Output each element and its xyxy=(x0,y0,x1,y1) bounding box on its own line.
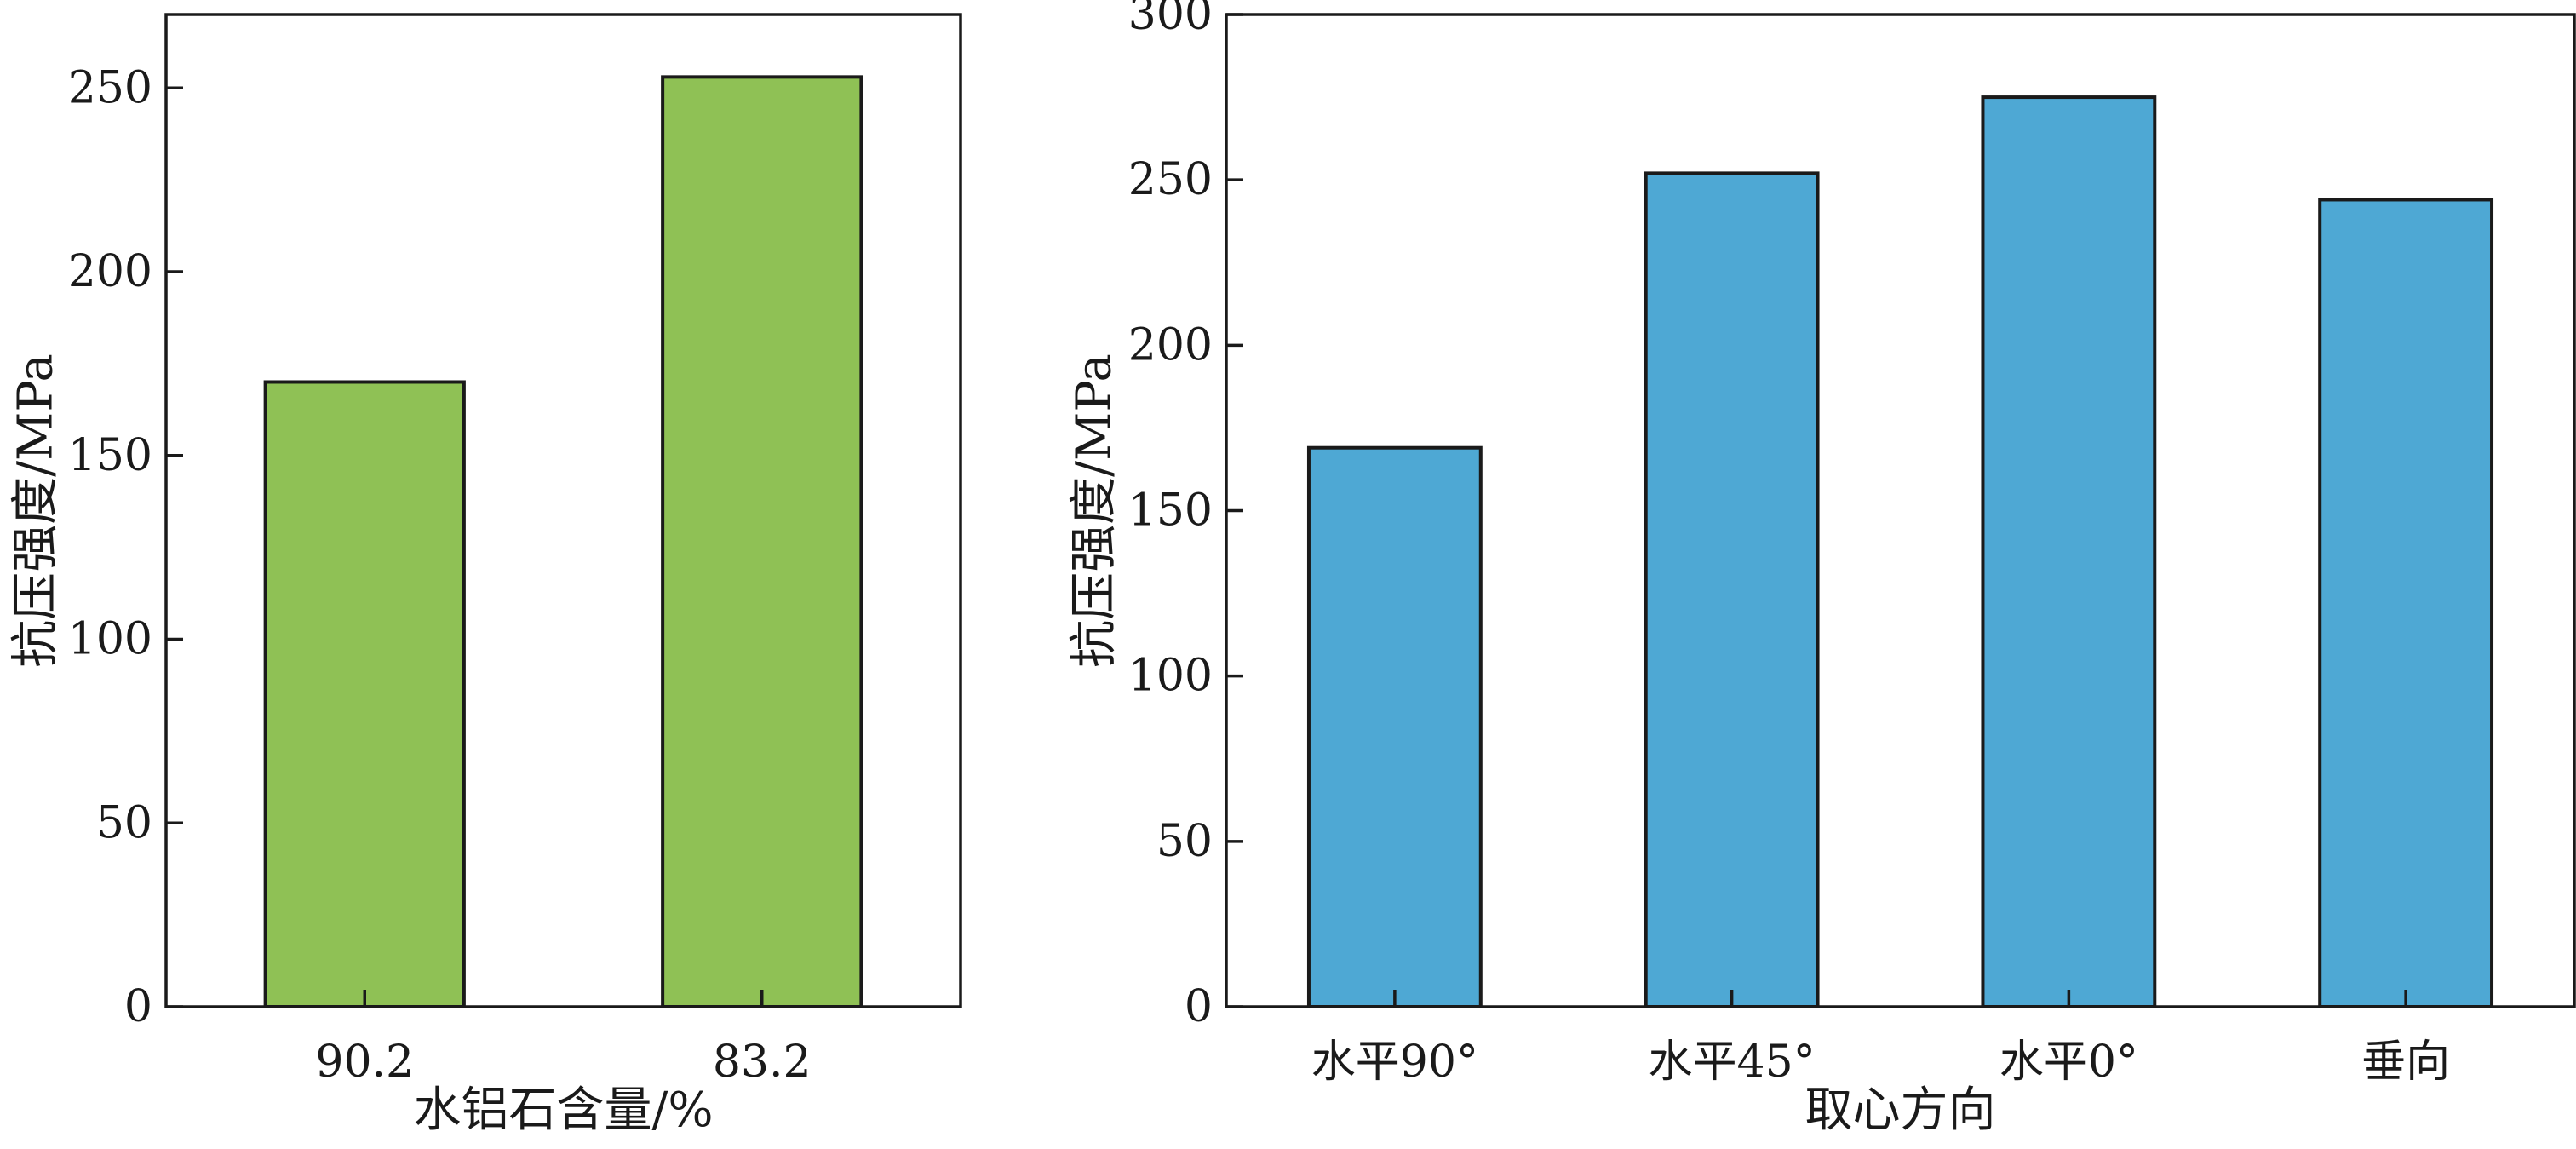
right-xtick-label-0: 水平90° xyxy=(1311,1037,1478,1088)
right-ytick-label-1: 50 xyxy=(1156,816,1213,867)
right-bar-3 xyxy=(2318,198,2494,1008)
right-ytick-label-3: 150 xyxy=(1128,485,1213,537)
right-ytick-label-0: 0 xyxy=(1185,981,1213,1032)
right-ytick-label-6: 300 xyxy=(1128,0,1213,40)
left-ytick-label-1: 50 xyxy=(96,797,152,848)
right-bar-0 xyxy=(1306,445,1483,1008)
right-ytick-label-4: 200 xyxy=(1128,319,1213,371)
left-plot-frame xyxy=(164,13,962,1008)
right-bar-1 xyxy=(1644,171,1820,1008)
left-xtick-label-1: 83.2 xyxy=(713,1037,812,1088)
right-ytick-label-5: 250 xyxy=(1128,154,1213,205)
left-bar-0 xyxy=(263,380,466,1008)
left-bar-1 xyxy=(661,75,863,1009)
right-xtick-label-2: 水平0° xyxy=(1999,1037,2138,1088)
right-bar-2 xyxy=(1981,95,2157,1008)
right-x-axis-title: 取心方向 xyxy=(1805,1083,1996,1138)
left-ytick-label-0: 0 xyxy=(124,981,152,1032)
right-xtick-label-1: 水平45° xyxy=(1649,1037,1816,1088)
left-y-axis-title: 抗压强度/MPa xyxy=(9,353,64,668)
right-xtick-label-3: 垂向 xyxy=(2361,1037,2450,1088)
left-ytick-label-5: 250 xyxy=(68,62,152,113)
left-ytick-label-2: 100 xyxy=(68,614,152,665)
left-ytick-label-4: 200 xyxy=(68,246,152,297)
left-ytick-label-3: 150 xyxy=(68,430,152,481)
right-y-axis-title: 抗压强度/MPa xyxy=(1067,353,1122,668)
left-x-axis-title: 水铝石含量/% xyxy=(413,1083,713,1138)
right-ytick-label-2: 100 xyxy=(1128,651,1213,702)
left-xtick-label-0: 90.2 xyxy=(315,1037,414,1088)
